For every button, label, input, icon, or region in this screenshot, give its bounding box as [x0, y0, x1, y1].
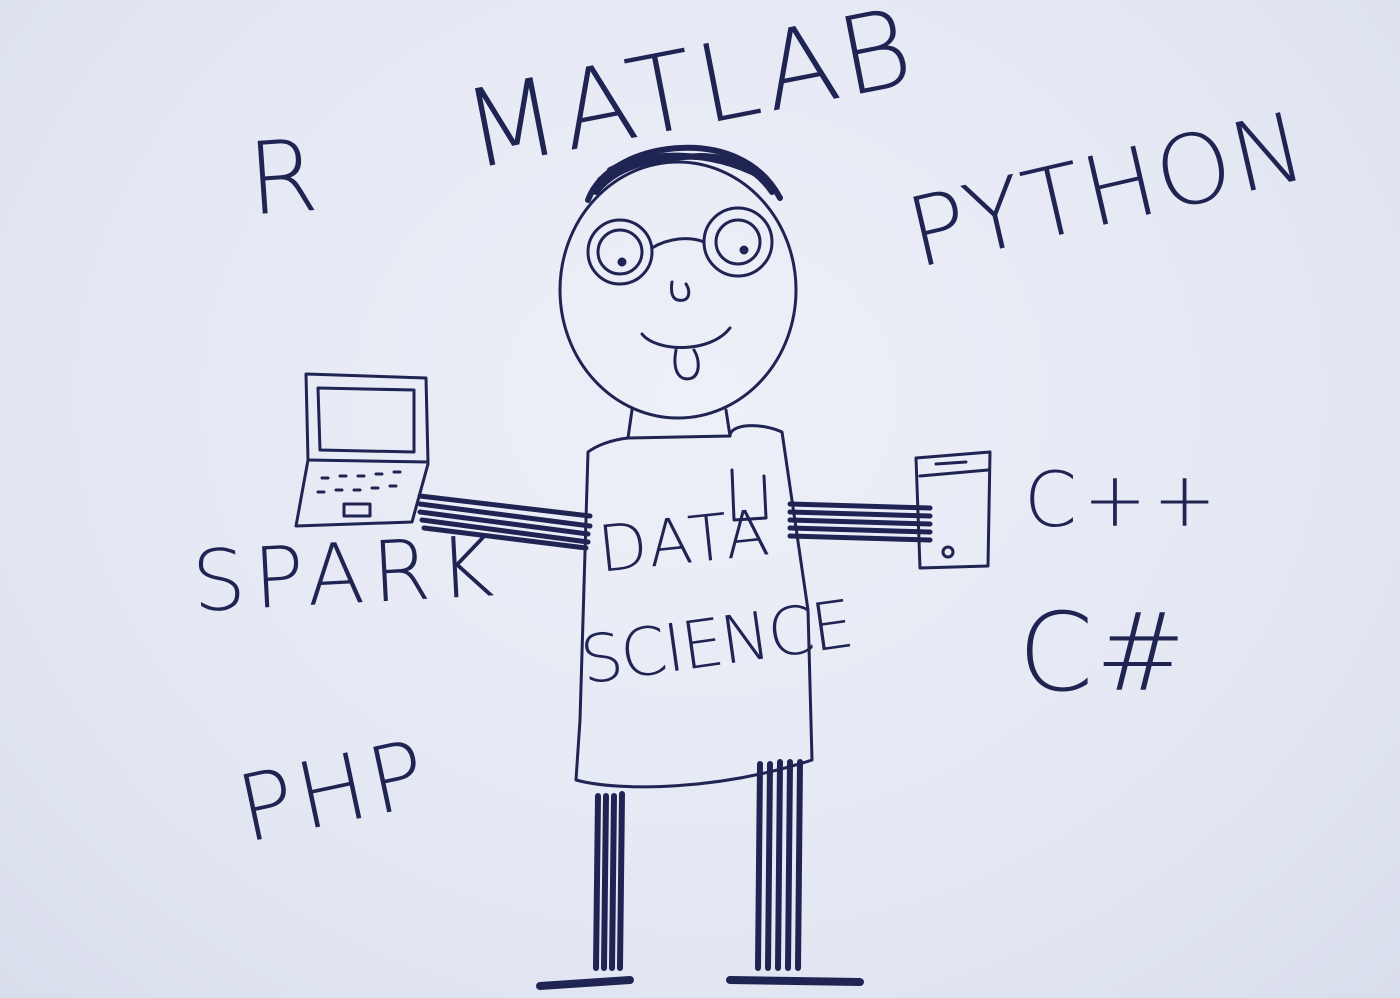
laptop-icon	[294, 372, 430, 528]
shirt-pocket-icon	[730, 468, 768, 522]
head-outline	[558, 160, 798, 420]
label-csharp: C#	[1018, 591, 1188, 716]
left-foot-icon	[536, 976, 634, 990]
glasses-icon	[586, 206, 774, 286]
neck-outline	[626, 408, 732, 440]
label-cpp: C++	[1024, 455, 1223, 544]
label-spark: SPARK	[189, 516, 504, 632]
tongue-icon	[673, 348, 700, 381]
shirt-outline	[574, 424, 814, 789]
label-r: R	[243, 116, 328, 239]
mouth-icon	[640, 326, 732, 350]
nose-icon	[670, 280, 691, 302]
arms-scribble	[417, 493, 933, 551]
shirt-text-data: DATA	[594, 496, 775, 588]
smartphone-icon	[914, 450, 992, 570]
legs-scribble	[593, 759, 803, 971]
hair-icon	[585, 144, 783, 203]
right-foot-icon	[726, 976, 864, 986]
